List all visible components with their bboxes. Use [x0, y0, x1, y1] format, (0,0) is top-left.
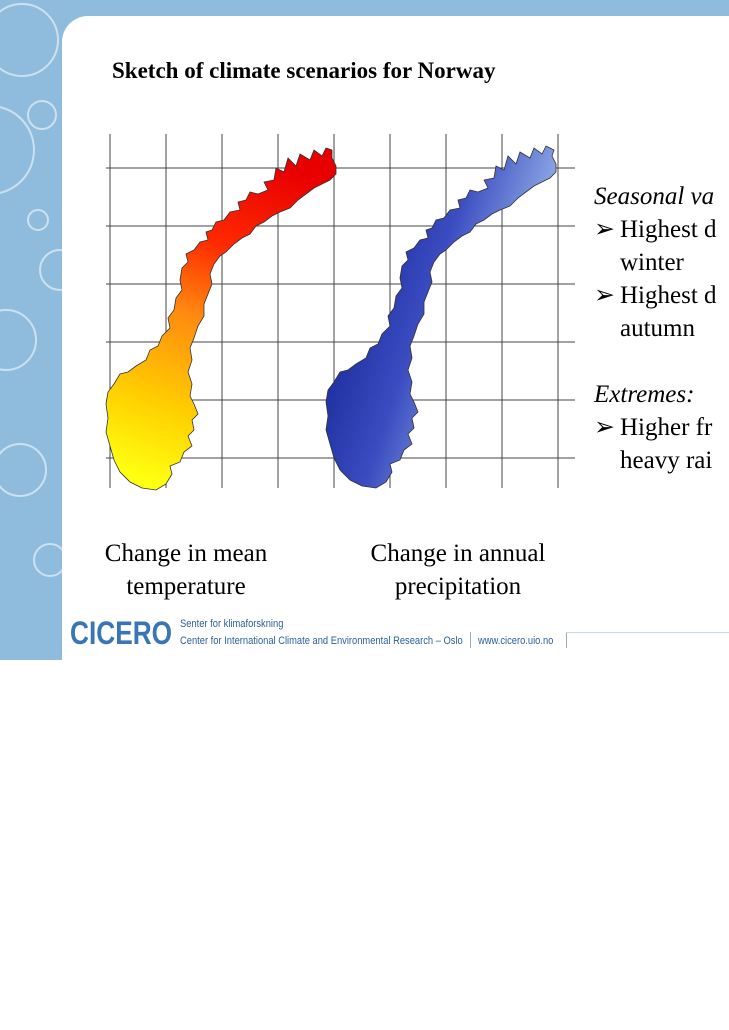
footer-norwegian-name: Senter for klimaforskning	[180, 618, 284, 630]
footer: CICERO Senter for klimaforskning Center …	[66, 610, 729, 656]
footer-rule	[566, 632, 729, 633]
findings-list: Seasonal va ➢ Highest d winter ➢ Highest…	[594, 180, 729, 477]
arrow-bullet-icon: ➢	[594, 414, 615, 441]
bullet-line: winter	[620, 249, 684, 276]
arrow-bullet-icon: ➢	[594, 282, 615, 309]
slide-background: Sketch of climate scenarios for Norway	[0, 0, 729, 660]
caption-temperature-line-1: Change in mean	[104, 540, 268, 567]
bullet-line: heavy rai	[620, 447, 713, 474]
footer-english-name: Center for International Climate and Env…	[180, 635, 463, 647]
bullet-line: Highest d	[620, 282, 717, 309]
footer-url: www.cicero.uio.no	[478, 635, 554, 647]
caption-precipitation: Change in annual precipitation	[350, 537, 566, 603]
caption-temperature-line-2: temperature	[126, 573, 246, 600]
extremes-heading: Extremes:	[594, 381, 695, 408]
slide-title: Sketch of climate scenarios for Norway	[112, 58, 496, 83]
footer-divider	[566, 632, 567, 648]
seasonal-heading: Seasonal va	[594, 183, 715, 210]
cicero-logo: CICERO	[70, 615, 173, 651]
bullet-item: ➢ Highest d winter	[594, 213, 729, 279]
maps-figure	[105, 134, 575, 491]
bullet-item: ➢ Higher fr heavy rai	[594, 411, 729, 477]
caption-precipitation-line-2: precipitation	[394, 573, 522, 600]
bullet-line: Higher fr	[620, 414, 713, 441]
caption-temperature: Change in mean temperature	[86, 537, 286, 603]
norway-temperature-map	[105, 147, 337, 491]
decorative-bubbles	[0, 3, 80, 577]
bullet-item: ➢ Highest d autumn	[594, 279, 729, 345]
bullet-line: autumn	[620, 315, 695, 342]
caption-precipitation-line-1: Change in annual	[370, 540, 546, 567]
norway-precipitation-map	[325, 145, 557, 489]
bullet-line: Highest d	[620, 216, 717, 243]
footer-divider	[470, 632, 471, 648]
arrow-bullet-icon: ➢	[594, 216, 615, 243]
